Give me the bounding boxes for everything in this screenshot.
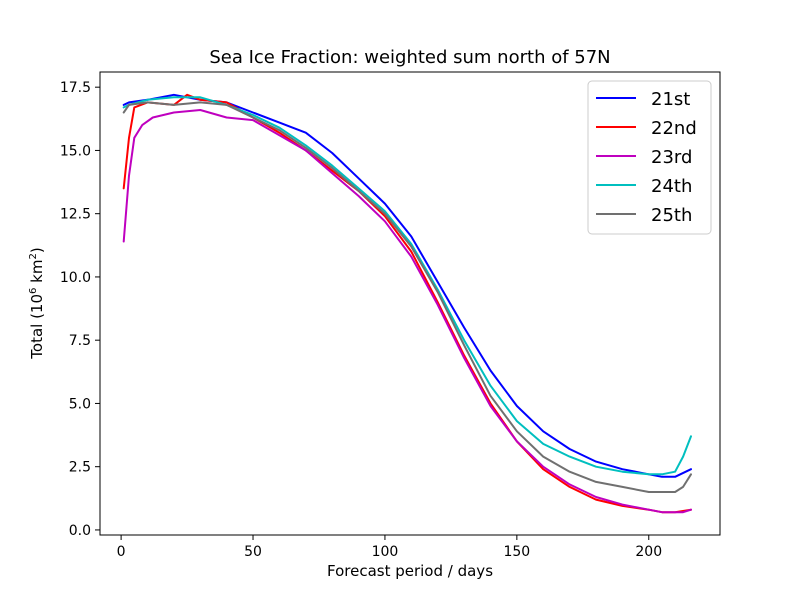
x-tick-label: 0 — [117, 544, 126, 560]
y-tick-label: 10.0 — [60, 270, 91, 286]
legend-entries: 21st 22nd 23rd 24th 25th — [596, 89, 697, 226]
x-axis-ticks: 0 50 100 150 200 — [117, 535, 662, 560]
y-tick-label: 2.5 — [69, 460, 91, 476]
chart-title: Sea Ice Fraction: weighted sum north of … — [209, 47, 610, 68]
plot-frame — [99, 71, 721, 536]
y-tick-label: 0.0 — [69, 523, 91, 539]
y-tick-label: 17.5 — [60, 80, 91, 96]
legend: 21st 22nd 23rd 24th 25th — [587, 80, 712, 235]
series-layer — [122, 93, 692, 514]
x-tick-label: 50 — [244, 544, 262, 560]
x-tick-label: 100 — [372, 544, 399, 560]
y-axis-label-main: Total (10 — [28, 294, 46, 360]
legend-label-21st: 21st — [651, 89, 690, 110]
y-tick-label: 5.0 — [69, 396, 91, 412]
y-axis-label-unit-exponent: 2 — [28, 253, 39, 259]
series-line-23rd — [122, 109, 692, 514]
legend-frame — [587, 80, 712, 235]
legend-label-24th: 24th — [651, 176, 692, 197]
legend-label-25th: 25th — [651, 205, 692, 226]
x-tick-label: 200 — [635, 544, 662, 560]
y-axis-ticks: 0.0 2.5 5.0 7.5 10.0 12.5 15.0 17.5 — [60, 80, 100, 539]
y-axis-label: Total (106 km2) — [28, 247, 46, 359]
x-axis-label: Forecast period / days — [327, 562, 493, 580]
legend-label-22nd: 22nd — [651, 118, 697, 139]
y-axis-label-close: ) — [28, 247, 46, 253]
legend-label-23rd: 23rd — [651, 147, 692, 168]
series-line-25th — [122, 101, 692, 493]
series-line-22nd — [122, 93, 692, 514]
series-line-24th — [122, 96, 692, 476]
y-axis-label-exponent: 6 — [28, 288, 39, 294]
y-tick-label: 12.5 — [60, 207, 91, 223]
y-tick-label: 15.0 — [60, 143, 91, 159]
y-tick-label: 7.5 — [69, 333, 91, 349]
y-axis-label-unit: km — [28, 260, 46, 288]
x-tick-label: 150 — [503, 544, 530, 560]
